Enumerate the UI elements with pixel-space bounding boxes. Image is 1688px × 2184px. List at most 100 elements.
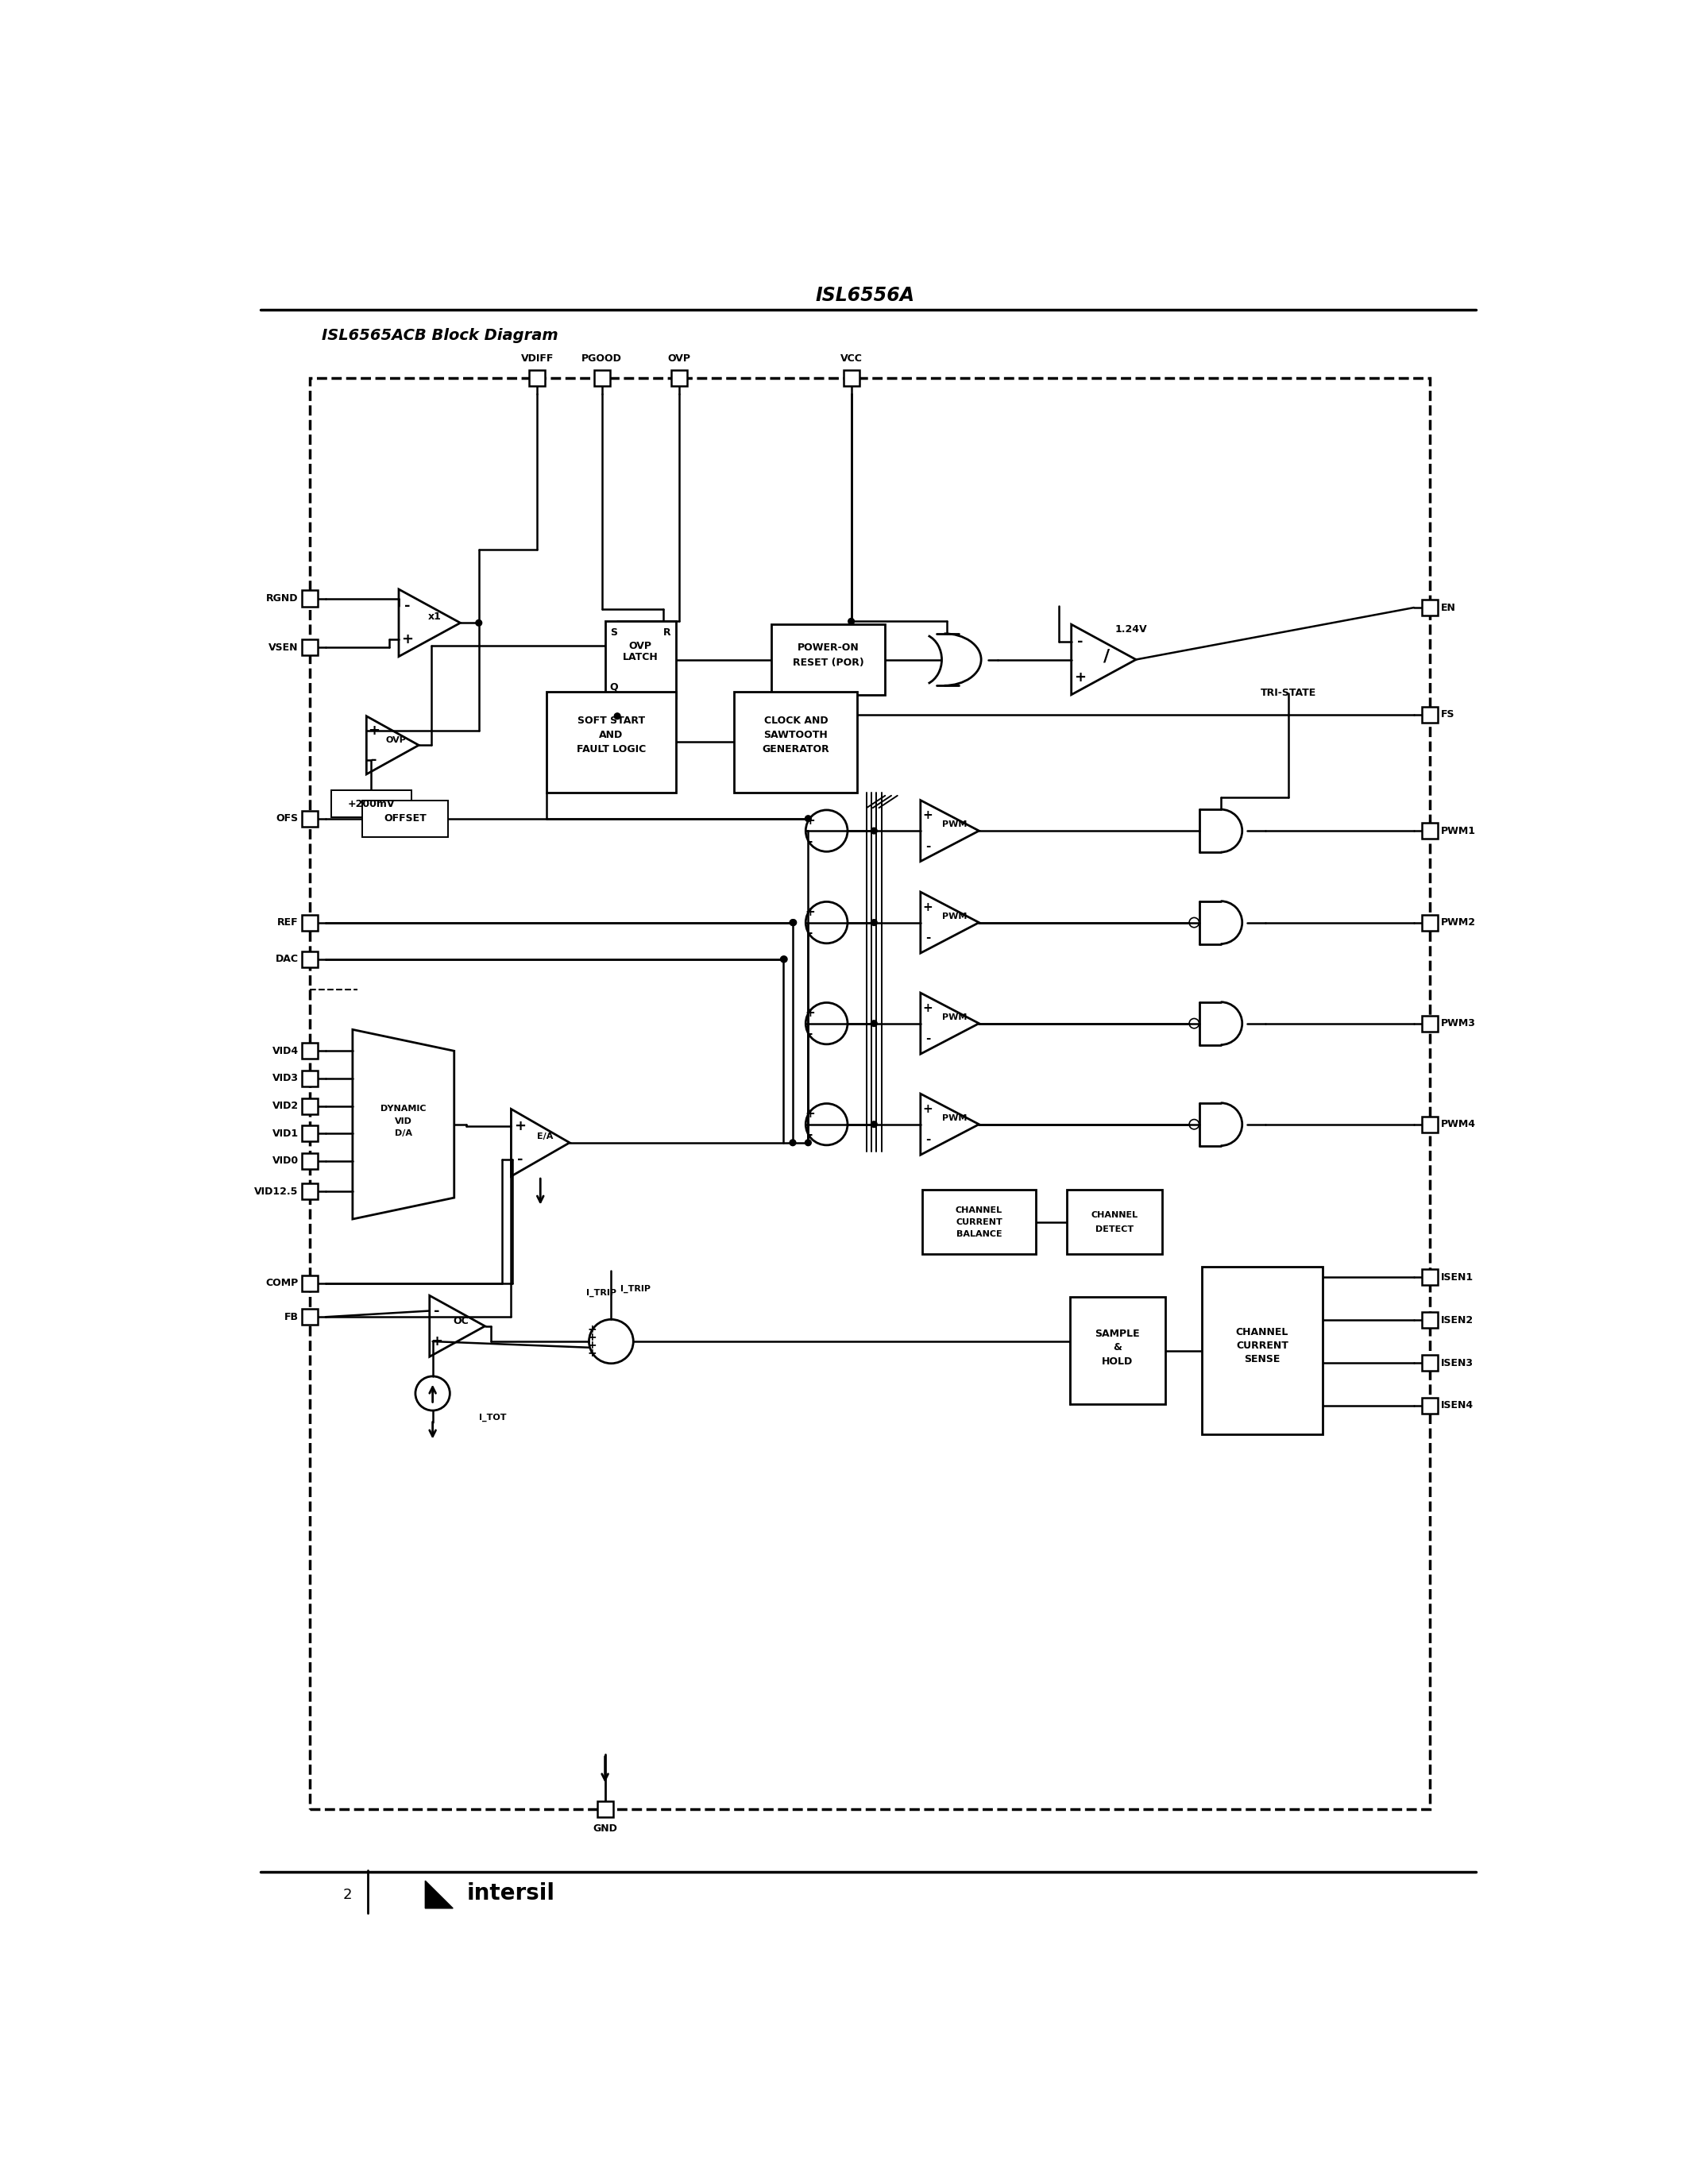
Bar: [771, 625, 885, 695]
Text: +: +: [368, 723, 380, 738]
Bar: [302, 810, 317, 826]
Text: CHANNEL: CHANNEL: [1236, 1328, 1288, 1337]
Text: PWM: PWM: [942, 821, 967, 828]
Bar: [1421, 915, 1438, 930]
Bar: [302, 952, 317, 968]
Text: -: -: [807, 834, 812, 847]
Text: OVP: OVP: [667, 354, 690, 365]
Text: +: +: [805, 1007, 815, 1020]
Text: -: -: [925, 841, 930, 852]
Bar: [302, 1125, 317, 1142]
Circle shape: [871, 1020, 878, 1026]
Bar: [547, 692, 675, 793]
Text: POWER-ON: POWER-ON: [797, 642, 859, 653]
Text: ISEN2: ISEN2: [1442, 1315, 1474, 1326]
Bar: [302, 1044, 317, 1059]
Text: PWM3: PWM3: [1442, 1018, 1475, 1029]
Text: +: +: [805, 906, 815, 917]
Text: AND: AND: [599, 729, 623, 740]
Text: LATCH: LATCH: [623, 653, 658, 662]
Bar: [1421, 823, 1438, 839]
Bar: [1421, 1398, 1438, 1413]
Circle shape: [871, 919, 878, 926]
Bar: [1070, 1297, 1165, 1404]
Bar: [302, 640, 317, 655]
Text: OFS: OFS: [277, 812, 299, 823]
Text: ISEN3: ISEN3: [1442, 1358, 1474, 1367]
Text: &: &: [1112, 1343, 1123, 1352]
Text: ISEN4: ISEN4: [1442, 1400, 1474, 1411]
Text: +: +: [587, 1339, 596, 1352]
Bar: [302, 590, 317, 607]
Text: SOFT START: SOFT START: [577, 716, 645, 725]
Bar: [309, 378, 1430, 1808]
Bar: [844, 371, 859, 387]
Text: OFFSET: OFFSET: [383, 812, 427, 823]
Text: -: -: [405, 598, 410, 614]
Text: DYNAMIC: DYNAMIC: [380, 1105, 425, 1114]
Text: +: +: [923, 902, 933, 913]
Circle shape: [805, 1140, 812, 1147]
Text: TRI-STATE: TRI-STATE: [1261, 688, 1317, 699]
Bar: [331, 791, 412, 817]
Bar: [1421, 601, 1438, 616]
Text: HOLD: HOLD: [1102, 1356, 1133, 1367]
Text: OVP: OVP: [630, 640, 652, 651]
Text: VDIFF: VDIFF: [522, 354, 554, 365]
Text: DAC: DAC: [275, 954, 299, 965]
Text: GND: GND: [592, 1824, 618, 1835]
Text: -: -: [807, 926, 812, 939]
Bar: [1067, 1190, 1161, 1254]
Text: RGND: RGND: [267, 594, 299, 603]
Text: VCC: VCC: [841, 354, 863, 365]
Text: REF: REF: [277, 917, 299, 928]
Text: +: +: [923, 810, 933, 821]
Text: x1: x1: [427, 612, 441, 622]
Text: -: -: [925, 1033, 930, 1044]
Text: CURRENT: CURRENT: [955, 1219, 1003, 1225]
Bar: [302, 1184, 317, 1199]
Bar: [734, 692, 858, 793]
Bar: [922, 1190, 1036, 1254]
Circle shape: [476, 620, 481, 627]
Text: -: -: [1077, 636, 1084, 649]
Text: FS: FS: [1442, 710, 1455, 721]
Text: E/A: E/A: [537, 1133, 554, 1140]
Text: ISL6565ACB Block Diagram: ISL6565ACB Block Diagram: [322, 328, 559, 343]
Circle shape: [782, 957, 787, 963]
Text: PWM: PWM: [942, 1013, 967, 1022]
Text: VSEN: VSEN: [268, 642, 299, 653]
Text: OVP: OVP: [385, 736, 407, 745]
Text: SAMPLE: SAMPLE: [1096, 1328, 1139, 1339]
Text: +: +: [587, 1348, 596, 1358]
Text: RESET (POR): RESET (POR): [793, 657, 864, 668]
Text: VID4: VID4: [272, 1046, 299, 1057]
Text: -: -: [371, 753, 376, 767]
Text: 2: 2: [343, 1887, 353, 1902]
Circle shape: [871, 828, 878, 834]
Bar: [604, 622, 675, 699]
Text: /: /: [1104, 649, 1111, 664]
Text: -: -: [517, 1153, 523, 1166]
Polygon shape: [425, 1880, 452, 1909]
Bar: [1421, 1116, 1438, 1131]
Text: FAULT LOGIC: FAULT LOGIC: [577, 745, 647, 756]
Text: GENERATOR: GENERATOR: [763, 745, 829, 756]
Text: +: +: [1074, 670, 1085, 684]
Text: -: -: [925, 933, 930, 943]
Bar: [1421, 1313, 1438, 1328]
Text: PWM2: PWM2: [1442, 917, 1475, 928]
Bar: [1421, 1354, 1438, 1372]
Text: PWM: PWM: [942, 1114, 967, 1123]
Text: PWM: PWM: [942, 913, 967, 919]
Circle shape: [780, 957, 787, 963]
Text: +: +: [430, 1334, 442, 1348]
Circle shape: [790, 919, 797, 926]
Text: I_TRIP: I_TRIP: [621, 1284, 650, 1293]
Text: D/A: D/A: [395, 1129, 412, 1138]
Text: +: +: [805, 815, 815, 826]
Text: PGOOD: PGOOD: [582, 354, 623, 365]
Circle shape: [614, 712, 621, 719]
Text: R: R: [663, 627, 672, 638]
Text: CHANNEL: CHANNEL: [1090, 1210, 1138, 1219]
